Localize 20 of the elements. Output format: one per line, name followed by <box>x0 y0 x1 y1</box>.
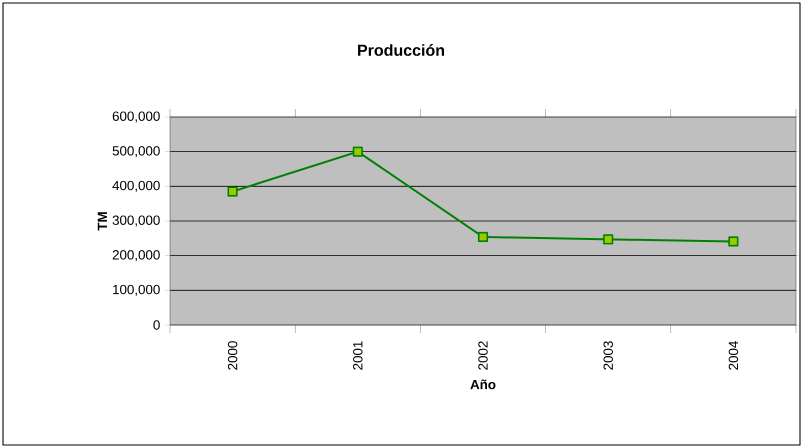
y-axis-title: TM <box>98 212 107 230</box>
point <box>603 234 614 244</box>
chart-title: Producción <box>358 44 444 56</box>
y-tick-label: 500,000 <box>112 146 160 158</box>
point <box>228 186 238 197</box>
point <box>728 236 738 247</box>
x-tick-label: 2003 <box>603 341 613 370</box>
y-tick-label: 100,000 <box>113 284 160 296</box>
y-tick-label: 400,000 <box>112 180 160 192</box>
x-tick-label: 2000 <box>228 341 238 370</box>
point <box>352 146 363 157</box>
point <box>478 232 488 242</box>
y-tick-label: 300,000 <box>112 215 160 227</box>
y-tick-label: 200,000 <box>112 250 160 262</box>
y-tick-label: 600,000 <box>112 111 160 123</box>
x-tick-label: 2002 <box>478 341 488 370</box>
x-tick-label: 2004 <box>728 341 738 370</box>
x-tick-label: 2001 <box>353 341 363 370</box>
x-axis-title: Año <box>470 380 496 390</box>
y-tick-label: 0 <box>153 320 160 330</box>
